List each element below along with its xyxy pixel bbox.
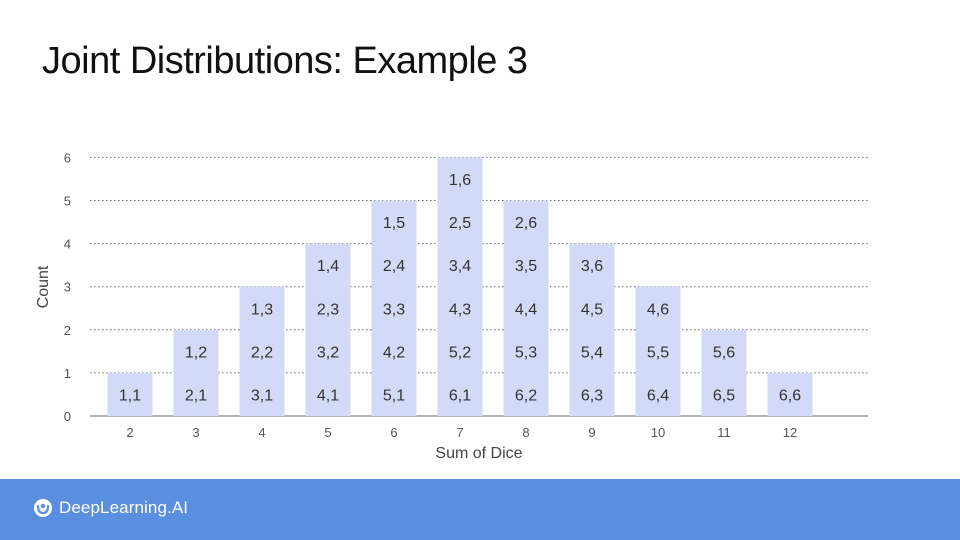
slide-title: Joint Distributions: Example 3 bbox=[42, 40, 528, 82]
bar bbox=[173, 329, 219, 416]
cell-label: 3,5 bbox=[515, 258, 537, 275]
x-tick-label: 4 bbox=[258, 425, 265, 440]
y-tick-labels: 0 1 2 3 4 5 6 bbox=[64, 150, 71, 424]
cell-label: 5,6 bbox=[713, 344, 735, 361]
cell-label: 5,3 bbox=[515, 344, 537, 361]
x-tick-label: 2 bbox=[126, 425, 133, 440]
y-tick-label: 1 bbox=[64, 366, 71, 381]
cell-label: 5,4 bbox=[581, 344, 603, 361]
y-axis-title: Count bbox=[35, 265, 52, 308]
cell-label: 4,3 bbox=[449, 301, 471, 318]
cell-label: 3,4 bbox=[449, 258, 471, 275]
y-tick-label: 5 bbox=[64, 194, 71, 209]
cell-label: 2,1 bbox=[185, 387, 207, 404]
cell-label: 4,5 bbox=[581, 301, 603, 318]
cell-label: 6,5 bbox=[713, 387, 735, 404]
cell-label: 1,5 bbox=[383, 215, 405, 232]
cell-label: 5,1 bbox=[383, 387, 405, 404]
cell-label: 2,4 bbox=[383, 258, 405, 275]
cell-label: 6,3 bbox=[581, 387, 603, 404]
y-tick-label: 6 bbox=[64, 150, 71, 165]
cell-label: 4,2 bbox=[383, 344, 405, 361]
bar bbox=[503, 200, 549, 416]
footer-bar: DeepLearning.AI bbox=[0, 479, 960, 540]
cell-label: 1,3 bbox=[251, 301, 273, 318]
bar bbox=[305, 243, 351, 416]
deeplearning-logo-icon bbox=[34, 499, 52, 517]
cell-label: 2,2 bbox=[251, 344, 273, 361]
cell-labels: 1,1 2,1 1,2 3,1 2,2 1,3 4,1 3,2 2,3 1,4 5,1 4,2 3,3 2… bbox=[119, 172, 801, 405]
cell-label: 6,4 bbox=[647, 387, 669, 404]
cell-label: 6,6 bbox=[779, 387, 801, 404]
bar bbox=[701, 329, 747, 416]
cell-label: 1,6 bbox=[449, 172, 471, 189]
cell-label: 3,2 bbox=[317, 344, 339, 361]
cell-label: 1,1 bbox=[119, 387, 141, 404]
y-tick-label: 0 bbox=[64, 409, 71, 424]
bar bbox=[371, 200, 417, 416]
x-tick-label: 3 bbox=[192, 425, 199, 440]
y-tick-label: 3 bbox=[64, 280, 71, 295]
cell-label: 1,2 bbox=[185, 344, 207, 361]
bars bbox=[107, 157, 813, 416]
x-tick-label: 6 bbox=[390, 425, 397, 440]
bar bbox=[767, 372, 813, 416]
x-axis-title: Sum of Dice bbox=[435, 445, 522, 462]
cell-label: 3,1 bbox=[251, 387, 273, 404]
cell-label: 6,1 bbox=[449, 387, 471, 404]
cell-label: 2,5 bbox=[449, 215, 471, 232]
bar bbox=[635, 286, 681, 416]
x-tick-label: 10 bbox=[651, 425, 665, 440]
cell-label: 2,6 bbox=[515, 215, 537, 232]
x-tick-labels: 2 3 4 5 6 7 8 9 10 11 12 bbox=[126, 425, 797, 440]
bar bbox=[107, 372, 153, 416]
bar-chart: 1,1 2,1 1,2 3,1 2,2 1,3 4,1 3,2 2,3 1,4 5,1 4,2 3,3 2… bbox=[35, 150, 868, 462]
bar bbox=[239, 286, 285, 416]
x-tick-label: 8 bbox=[522, 425, 529, 440]
cell-label: 5,5 bbox=[647, 344, 669, 361]
x-tick-label: 12 bbox=[783, 425, 797, 440]
bar bbox=[569, 243, 615, 416]
cell-label: 1,4 bbox=[317, 258, 339, 275]
cell-label: 4,1 bbox=[317, 387, 339, 404]
cell-label: 3,3 bbox=[383, 301, 405, 318]
cell-label: 4,4 bbox=[515, 301, 537, 318]
brand-name: DeepLearning.AI bbox=[59, 498, 189, 517]
cell-label: 4,6 bbox=[647, 301, 669, 318]
y-tick-label: 4 bbox=[64, 237, 71, 252]
cell-label: 5,2 bbox=[449, 344, 471, 361]
x-tick-label: 5 bbox=[324, 425, 331, 440]
x-tick-label: 11 bbox=[717, 425, 731, 440]
y-tick-label: 2 bbox=[64, 323, 71, 338]
x-tick-label: 7 bbox=[456, 425, 463, 440]
cell-label: 2,3 bbox=[317, 301, 339, 318]
cell-label: 3,6 bbox=[581, 258, 603, 275]
x-tick-label: 9 bbox=[588, 425, 595, 440]
bar bbox=[437, 157, 483, 416]
cell-label: 6,2 bbox=[515, 387, 537, 404]
brand-logo: DeepLearning.AI bbox=[33, 498, 188, 518]
